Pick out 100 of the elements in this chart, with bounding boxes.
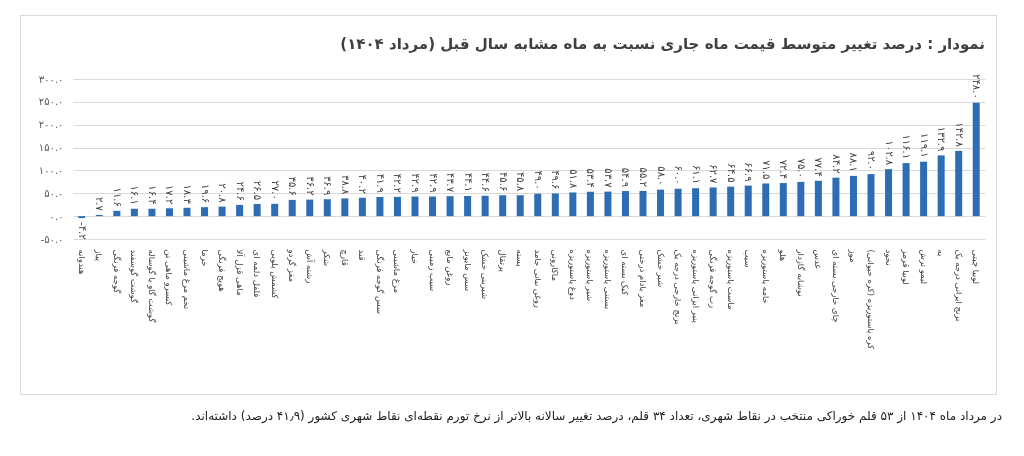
- bar: [236, 204, 244, 217]
- bar: [376, 196, 384, 217]
- data-label: ۲۴.۶: [234, 181, 246, 201]
- data-label: ۶۲.۷: [708, 164, 720, 185]
- bar: [779, 183, 787, 217]
- bar: [639, 190, 647, 217]
- data-label: ۳۶.۹: [322, 175, 334, 196]
- bar: [323, 199, 331, 217]
- x-tick-label: برنج خارجی درجه یک: [673, 249, 684, 325]
- bar: [306, 199, 314, 217]
- x-tick-label: روغن نباتی جامد: [532, 249, 543, 308]
- x-tick-label: هویج فرنگی: [217, 249, 228, 292]
- data-label: ۴۲.۹: [410, 173, 421, 193]
- bar: [464, 195, 472, 217]
- bar: [148, 208, 156, 217]
- data-label: ۵۳.۷: [602, 168, 614, 189]
- bar: [885, 169, 893, 217]
- bar: [902, 163, 910, 217]
- data-label: ۱۶.۱: [129, 185, 141, 205]
- data-label: ۳۸.۸: [339, 175, 351, 196]
- x-tick-label: لیمو ترش: [918, 249, 929, 285]
- x-tick-label: سس مایونز: [462, 248, 473, 292]
- data-label: ۱۱۹.۱: [918, 133, 930, 158]
- x-tick-label: پنیر ایرانی پاستوریزه: [690, 249, 701, 324]
- x-tick-label: روغن مایع: [445, 249, 456, 286]
- bar: [271, 203, 279, 217]
- bar: [516, 195, 524, 217]
- x-tick-label: پسته: [515, 249, 526, 268]
- x-tick-label: مغز بادام درختی: [638, 249, 648, 308]
- bar: [920, 161, 928, 217]
- y-tick-label: ۱۰۰.۰: [38, 164, 64, 176]
- bar: [183, 207, 191, 217]
- x-tick-label: برنج ایرانی درجه یک: [953, 249, 964, 322]
- data-label: ۷۵.۰: [795, 158, 807, 178]
- data-label: ۴۹.۰: [532, 170, 544, 190]
- data-label: ۴۲.۲: [392, 173, 404, 193]
- bar: [814, 180, 822, 217]
- x-tick-label: خامه پاستوریزه: [760, 249, 771, 304]
- x-tick-label: به: [936, 249, 947, 257]
- data-label: ۷۱.۵: [760, 160, 772, 180]
- bar: [657, 189, 665, 217]
- bar: [727, 186, 735, 217]
- data-label: ۲۴۸.۰: [971, 74, 983, 99]
- x-tick-label: شکر: [322, 248, 333, 267]
- bar: [288, 199, 296, 217]
- chart-title: نمودار : درصد تغییر متوسط قیمت ماه جاری نسبت به ماه مشابه سال قبل (مرداد ۱۴۰۴): [340, 35, 985, 53]
- x-tick-label: فلفل دلمه ای: [252, 249, 263, 298]
- x-tick-label: گوجه فرنگی: [111, 249, 122, 295]
- data-label: ۵۴.۹: [620, 167, 632, 188]
- data-label: ۴۹.۶: [550, 170, 562, 190]
- bar: [604, 191, 612, 217]
- data-label: ۴۴.۱: [462, 172, 474, 192]
- bar: [569, 192, 577, 217]
- x-tick-label: سیب زمینی: [427, 249, 438, 292]
- data-label: ۶۶.۹: [743, 162, 755, 182]
- y-tick-label: ۱۵۰.۰: [38, 142, 64, 154]
- data-label: ۴۵.۸: [515, 171, 527, 192]
- x-tick-label: مغز گردو: [287, 248, 298, 283]
- data-label: ۱۰۲.۸: [883, 140, 895, 166]
- x-tick-label: هندوانه: [76, 249, 87, 275]
- data-label: ۴۲.۹: [427, 173, 439, 193]
- data-label: ۴۱.۹: [374, 173, 386, 193]
- x-tick-label: چای خارجی بسته ای: [830, 249, 841, 323]
- data-label: ۱۶.۴: [146, 185, 158, 205]
- x-tick-label: ماهی قزل آلا: [234, 249, 246, 296]
- x-tick-label: ماکارونی: [550, 249, 561, 281]
- x-tick-label: لوبیا قرمز: [901, 248, 912, 285]
- data-label: ۱۸.۳: [182, 184, 193, 205]
- data-label: ۱۹.۶: [199, 183, 211, 204]
- bar: [551, 193, 559, 217]
- data-label: -۴.۲: [76, 222, 88, 240]
- data-label: ۱۷.۲: [164, 184, 176, 205]
- data-label: ۲۷.۰: [269, 180, 281, 200]
- y-tick-label: ۲۵۰.۰: [38, 96, 64, 108]
- data-label: ۶۱.۱: [690, 164, 702, 185]
- data-label: ۴۵.۶: [497, 172, 509, 192]
- x-tick-label: شیر پاستوریزه: [585, 249, 596, 302]
- bar: [937, 155, 945, 217]
- x-tick-label: کره پاستوریزه (کره حیوانی): [866, 249, 876, 351]
- x-tick-label: دوغ پاستوریزه: [567, 249, 578, 301]
- bar: [393, 196, 401, 217]
- bar: [621, 191, 629, 217]
- bar: [586, 191, 594, 217]
- data-label: ۵۸.۰: [655, 166, 667, 186]
- bar: [201, 207, 209, 217]
- x-tick-label: کنسرو ماهی تن: [164, 249, 175, 307]
- bar: [429, 196, 437, 217]
- bar: [867, 174, 875, 217]
- x-tick-label: قند: [357, 249, 368, 261]
- data-label: ۸۴.۲: [830, 154, 842, 174]
- data-label: ۱۴۲.۸: [953, 122, 965, 148]
- data-label: ۶۴.۵: [725, 163, 737, 183]
- x-tick-label: کشمش پلویی: [269, 249, 280, 300]
- x-tick-label: پرتقال: [497, 249, 508, 273]
- x-tick-label: گوشت گوسفند: [129, 249, 140, 304]
- y-tick-label: -۵۰.۰: [40, 233, 64, 245]
- bar: [972, 102, 980, 217]
- x-tick-label: لوبیا چیتی: [971, 249, 982, 285]
- data-label: ۵۳.۴: [585, 168, 597, 188]
- bar: [218, 206, 226, 217]
